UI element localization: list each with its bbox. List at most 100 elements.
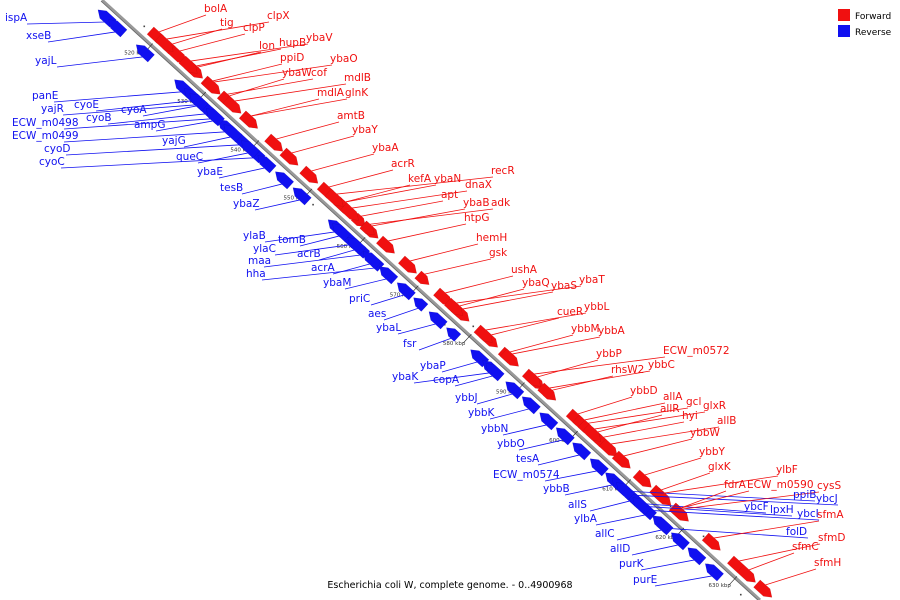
reverse-gene-arrow[interactable] <box>292 187 312 206</box>
forward-gene-arrow[interactable] <box>324 188 344 207</box>
gene-label-rhsw2[interactable]: rhsW2 <box>611 364 644 376</box>
gene-label-ylba[interactable]: ylbA <box>574 513 598 525</box>
gene-label-fold[interactable]: folD <box>786 526 807 538</box>
gene-label-cyob[interactable]: cyoB <box>86 112 112 124</box>
gene-label-allb[interactable]: allB <box>717 415 736 427</box>
gene-label-ybao[interactable]: ybaO <box>330 53 358 65</box>
gene-label-glxr[interactable]: glxR <box>703 400 726 412</box>
gene-label-glxk[interactable]: glxK <box>708 461 732 473</box>
gene-label-tig[interactable]: tig <box>220 17 234 29</box>
gene-label-clpp[interactable]: clpP <box>243 22 265 34</box>
reverse-gene-arrow[interactable] <box>539 412 559 431</box>
reverse-gene-arrow[interactable] <box>241 140 261 159</box>
gene-label-pric[interactable]: priC <box>349 293 370 305</box>
gene-label-purk[interactable]: purK <box>619 558 645 570</box>
gene-label-ybak[interactable]: ybaK <box>392 371 419 383</box>
forward-gene-arrow[interactable] <box>154 33 174 52</box>
gene-label-ylac[interactable]: ylaC <box>253 243 276 255</box>
reverse-gene-arrow[interactable] <box>687 547 707 566</box>
gene-label-mdla[interactable]: mdlA <box>317 87 345 99</box>
gene-label-ybap[interactable]: ybaP <box>420 360 446 372</box>
forward-gene-arrow[interactable] <box>632 469 652 488</box>
reverse-gene-arrow[interactable] <box>108 19 128 38</box>
gene-label-ecw-m0572[interactable]: ECW_m0572 <box>663 345 730 357</box>
forward-gene-arrow[interactable] <box>201 76 221 95</box>
gene-label-ybaq[interactable]: ybaQ <box>522 277 550 289</box>
gene-label-tesb[interactable]: tesB <box>220 182 243 194</box>
gene-label-cyoc[interactable]: cyoC <box>39 156 65 168</box>
gene-label-copa[interactable]: copA <box>433 374 460 386</box>
gene-label-ecw-m0590[interactable]: ECW_m0590 <box>747 479 814 491</box>
gene-label-ybbl[interactable]: ybbL <box>584 301 610 313</box>
gene-label-sfmh[interactable]: sfmH <box>814 557 841 569</box>
gene-label-tomb[interactable]: tomB <box>278 234 306 246</box>
gene-label-ybbm[interactable]: ybbM <box>571 323 600 335</box>
gene-label-ybbo[interactable]: ybbO <box>497 438 525 450</box>
gene-label-ybbw[interactable]: ybbW <box>690 427 721 439</box>
gene-label-ybbc[interactable]: ybbC <box>648 359 675 371</box>
gene-label-allr[interactable]: allR <box>660 403 680 415</box>
gene-label-ampg[interactable]: ampG <box>134 119 165 131</box>
gene-label-ybbk[interactable]: ybbK <box>468 407 496 419</box>
forward-gene-arrow[interactable] <box>611 450 631 469</box>
reverse-gene-arrow[interactable] <box>413 297 429 312</box>
gene-label-fdra[interactable]: fdrA <box>724 479 747 491</box>
gene-label-ecw-m0498[interactable]: ECW_m0498 <box>12 117 79 129</box>
gene-label-cyoa[interactable]: cyoA <box>121 104 147 116</box>
gene-label-acrr[interactable]: acrR <box>391 158 415 170</box>
forward-gene-arrow[interactable] <box>582 423 602 442</box>
gene-label-yajr[interactable]: yajR <box>41 103 64 115</box>
gene-label-sfma[interactable]: sfmA <box>817 509 844 521</box>
gene-label-ecw-m0574[interactable]: ECW_m0574 <box>493 469 560 481</box>
gene-label-ybab[interactable]: ybaB <box>463 197 490 209</box>
gene-label-kefa[interactable]: kefA <box>408 173 432 185</box>
reverse-gene-arrow[interactable] <box>332 223 352 242</box>
gene-label-cyod[interactable]: cyoD <box>44 143 71 155</box>
gene-label-cyss[interactable]: cysS <box>817 480 841 492</box>
reverse-gene-arrow[interactable] <box>275 171 295 190</box>
gene-label-ybbp[interactable]: ybbP <box>596 348 622 360</box>
gene-label-ybat[interactable]: ybaT <box>579 274 605 286</box>
gene-label-ybaw[interactable]: ybaW <box>282 67 312 79</box>
gene-label-bola[interactable]: bolA <box>204 3 228 15</box>
gene-label-quec[interactable]: queC <box>176 151 203 163</box>
gene-label-adk[interactable]: adk <box>491 197 511 209</box>
gene-label-acrb[interactable]: acrB <box>297 248 321 260</box>
gene-label-alla[interactable]: allA <box>663 391 683 403</box>
reverse-gene-arrow[interactable] <box>670 532 690 551</box>
gene-label-sfmd[interactable]: sfmD <box>818 532 845 544</box>
gene-label-aes[interactable]: aes <box>368 308 386 320</box>
gene-label-ybbd[interactable]: ybbD <box>630 385 658 397</box>
gene-label-mdlb[interactable]: mdlB <box>344 72 371 84</box>
forward-gene-arrow[interactable] <box>598 438 618 457</box>
gene-label-ybci[interactable]: ybcI <box>797 508 819 520</box>
gene-label-ybav[interactable]: ybaV <box>306 32 333 44</box>
forward-gene-arrow[interactable] <box>397 255 417 274</box>
gene-label-cyoe[interactable]: cyoE <box>74 99 99 111</box>
gene-label-ybba[interactable]: ybbA <box>598 325 626 337</box>
reverse-gene-arrow[interactable] <box>652 515 672 534</box>
reverse-gene-arrow[interactable] <box>572 442 592 461</box>
gene-label-cuer[interactable]: cueR <box>557 306 583 318</box>
gene-label-ppid[interactable]: ppiD <box>280 52 304 64</box>
reverse-gene-arrow[interactable] <box>257 155 277 174</box>
gene-label-yajl[interactable]: yajL <box>35 55 57 67</box>
gene-label-ybby[interactable]: ybbY <box>699 446 726 458</box>
forward-gene-arrow[interactable] <box>178 55 198 74</box>
gene-label-allc[interactable]: allC <box>595 528 615 540</box>
reverse-gene-arrow[interactable] <box>485 363 505 382</box>
gene-label-ispa[interactable]: ispA <box>5 12 28 24</box>
forward-gene-arrow[interactable] <box>701 532 721 551</box>
gene-label-amtb[interactable]: amtB <box>337 110 365 122</box>
gene-label-ybas[interactable]: ybaS <box>551 280 577 292</box>
gene-label-gcl[interactable]: gcl <box>686 396 701 408</box>
gene-label-ppib[interactable]: ppiB <box>793 489 816 501</box>
gene-label-ecw-m0499[interactable]: ECW_m0499 <box>12 130 79 142</box>
gene-label-usha[interactable]: ushA <box>511 264 538 276</box>
gene-label-ybcf[interactable]: ybcF <box>744 501 769 513</box>
gene-label-hha[interactable]: hha <box>246 268 266 280</box>
forward-gene-arrow[interactable] <box>299 165 319 184</box>
forward-gene-arrow[interactable] <box>753 579 773 598</box>
gene-label-maa[interactable]: maa <box>248 255 271 267</box>
gene-label-ybay[interactable]: ybaY <box>352 124 378 136</box>
